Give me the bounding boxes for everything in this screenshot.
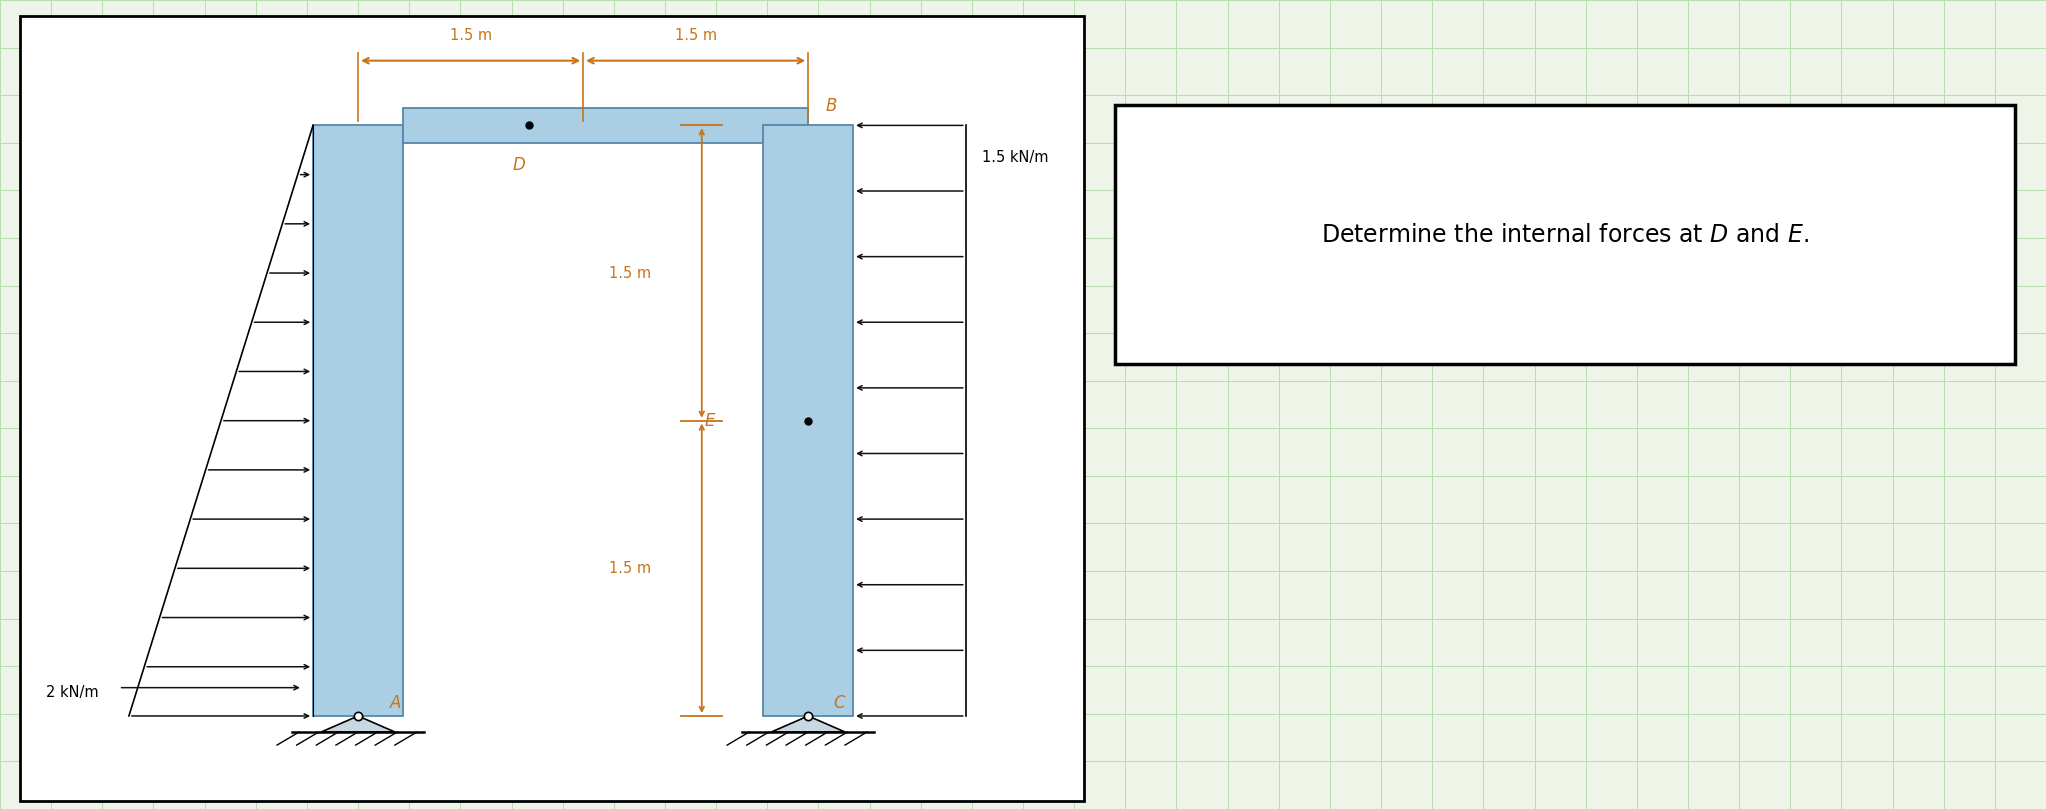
Bar <box>763 125 853 716</box>
Text: Determine the internal forces at $D$ and $E$.: Determine the internal forces at $D$ and… <box>1322 222 1809 247</box>
Text: 1.5 m: 1.5 m <box>608 265 651 281</box>
Polygon shape <box>321 716 395 732</box>
Polygon shape <box>771 716 845 732</box>
Text: $B$: $B$ <box>825 97 837 115</box>
Bar <box>313 125 403 716</box>
Text: $A$: $A$ <box>389 694 401 712</box>
Bar <box>1115 105 2015 364</box>
Text: $E$: $E$ <box>704 412 716 430</box>
Text: $D$: $D$ <box>512 156 526 174</box>
Text: 2 kN/m: 2 kN/m <box>45 684 98 700</box>
Text: 1.5 m: 1.5 m <box>608 561 651 576</box>
Text: $C$: $C$ <box>833 694 847 712</box>
Bar <box>20 16 1084 801</box>
Text: 1.5 m: 1.5 m <box>675 28 716 44</box>
Bar <box>403 108 808 143</box>
Text: 1.5 m: 1.5 m <box>450 28 491 44</box>
Text: 1.5 kN/m: 1.5 kN/m <box>982 150 1050 165</box>
